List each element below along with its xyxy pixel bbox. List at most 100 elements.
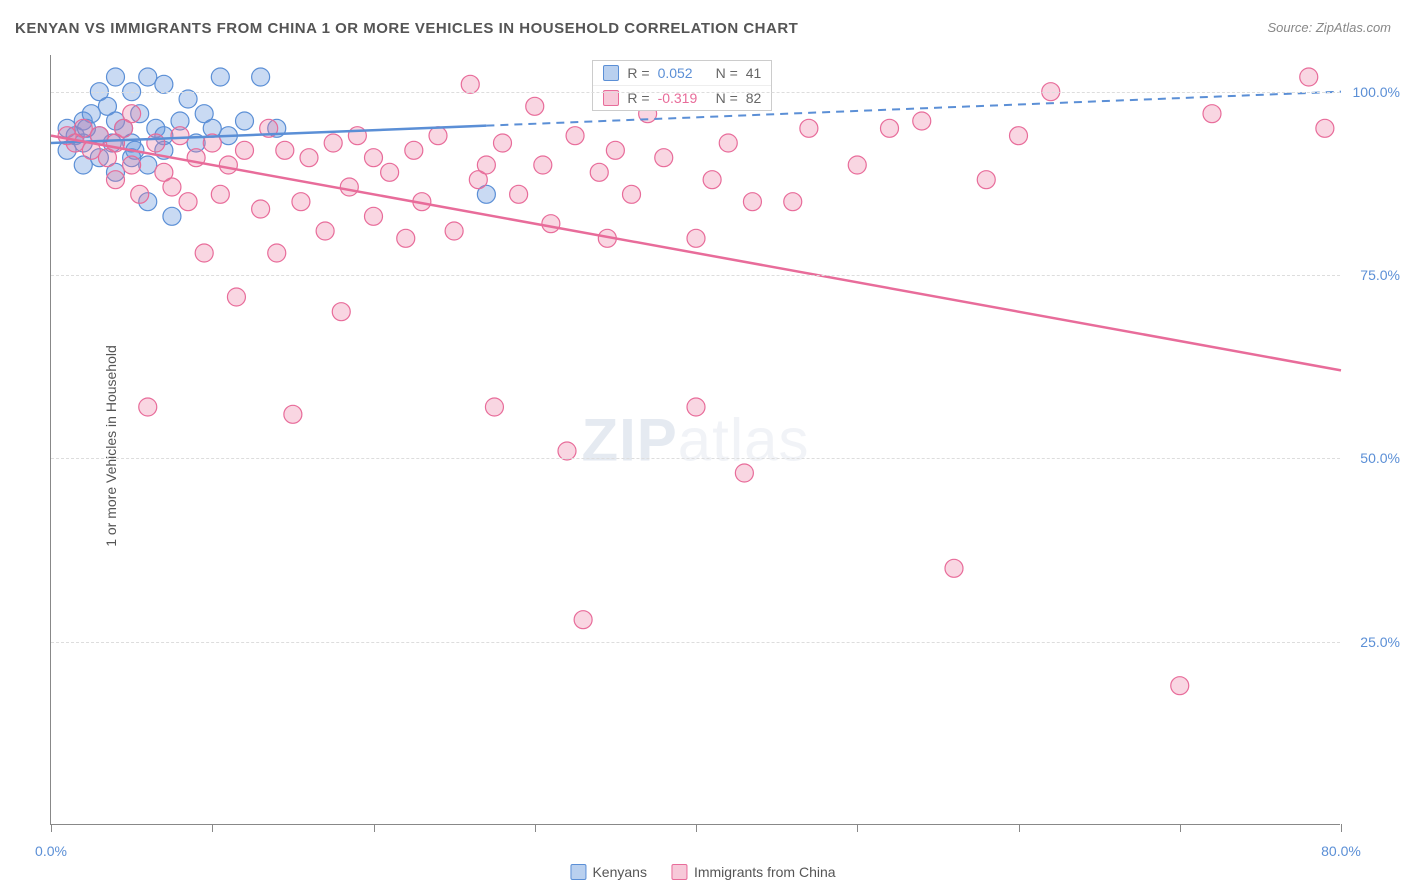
data-point [542,215,560,233]
plot-area: ZIPatlas R =0.052N =41R =-0.319N =82 25.… [50,55,1340,825]
data-point [365,149,383,167]
data-point [252,68,270,86]
data-point [365,207,383,225]
data-point [881,119,899,137]
data-point [211,185,229,203]
data-point [123,156,141,174]
data-point [252,200,270,218]
data-point [977,171,995,189]
legend-r-label: R = [627,65,649,81]
data-point [485,398,503,416]
data-point [735,464,753,482]
legend-n-value: 41 [746,65,762,81]
data-point [913,112,931,130]
data-point [324,134,342,152]
data-point [534,156,552,174]
y-tick-label: 100.0% [1353,84,1400,100]
data-point [74,119,92,137]
data-point [139,68,157,86]
data-point [566,127,584,145]
x-tick [1019,824,1020,832]
data-point [574,611,592,629]
data-point [743,193,761,211]
grid-line-h [51,458,1340,459]
data-point [276,141,294,159]
data-point [131,185,149,203]
legend-item: Kenyans [570,864,646,880]
data-point [461,75,479,93]
data-point [179,193,197,211]
data-point [719,134,737,152]
data-point [945,559,963,577]
legend-item: Immigrants from China [672,864,836,880]
x-tick [857,824,858,832]
data-point [445,222,463,240]
data-point [590,163,608,181]
data-point [139,156,157,174]
data-point [687,229,705,247]
data-point [332,303,350,321]
data-point [606,141,624,159]
legend-r-value: 0.052 [658,65,708,81]
y-tick-label: 25.0% [1360,634,1400,650]
grid-line-h [51,92,1340,93]
legend-correlation: R = 0.052 N = 41 R =-0.319N =82 [592,60,772,111]
data-point [1171,677,1189,695]
legend-row: R = 0.052 N = 41 [593,61,771,86]
legend-label: Immigrants from China [694,864,836,880]
legend-row: R =-0.319N =82 [593,86,771,110]
data-point [477,156,495,174]
data-point [558,442,576,460]
legend-series: Kenyans Immigrants from China [570,864,835,880]
data-point [703,171,721,189]
legend-swatch [570,864,586,880]
y-tick-label: 50.0% [1360,450,1400,466]
data-point [227,288,245,306]
data-point [171,127,189,145]
grid-line-h [51,642,1340,643]
data-point [1300,68,1318,86]
data-point [139,398,157,416]
data-point [848,156,866,174]
grid-line-h [51,275,1340,276]
legend-n-label: N = [716,65,738,81]
x-tick-label: 0.0% [35,843,67,859]
data-point [494,134,512,152]
x-tick [212,824,213,832]
x-tick [696,824,697,832]
data-point [687,398,705,416]
data-point [1010,127,1028,145]
data-point [268,244,286,262]
data-point [784,193,802,211]
data-point [316,222,334,240]
data-point [300,149,318,167]
data-point [163,207,181,225]
data-point [510,185,528,203]
data-point [163,178,181,196]
trend-line-solid [51,136,1341,371]
data-point [195,244,213,262]
data-point [211,68,229,86]
data-point [526,97,544,115]
data-point [655,149,673,167]
data-point [155,75,173,93]
x-tick [51,824,52,832]
y-tick-label: 75.0% [1360,267,1400,283]
data-point [623,185,641,203]
data-point [381,163,399,181]
data-point [292,193,310,211]
data-point [179,90,197,108]
data-point [236,112,254,130]
legend-label: Kenyans [592,864,646,880]
x-tick [1180,824,1181,832]
source-attribution: Source: ZipAtlas.com [1267,20,1391,35]
data-point [429,127,447,145]
x-tick [374,824,375,832]
data-point [284,405,302,423]
x-tick [1341,824,1342,832]
data-point [107,68,125,86]
data-point [1316,119,1334,137]
data-point [147,134,165,152]
data-point [107,171,125,189]
x-tick [535,824,536,832]
